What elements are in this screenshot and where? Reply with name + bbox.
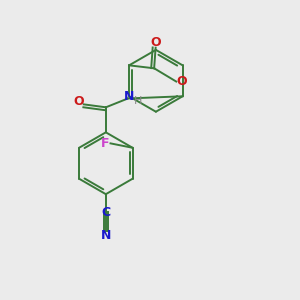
Text: C: C	[101, 206, 110, 219]
Text: O: O	[176, 75, 187, 88]
Text: H: H	[134, 96, 142, 106]
Text: N: N	[124, 90, 135, 103]
Text: O: O	[150, 36, 161, 49]
Text: O: O	[73, 95, 84, 108]
Text: F: F	[101, 137, 110, 150]
Text: N: N	[100, 229, 111, 242]
